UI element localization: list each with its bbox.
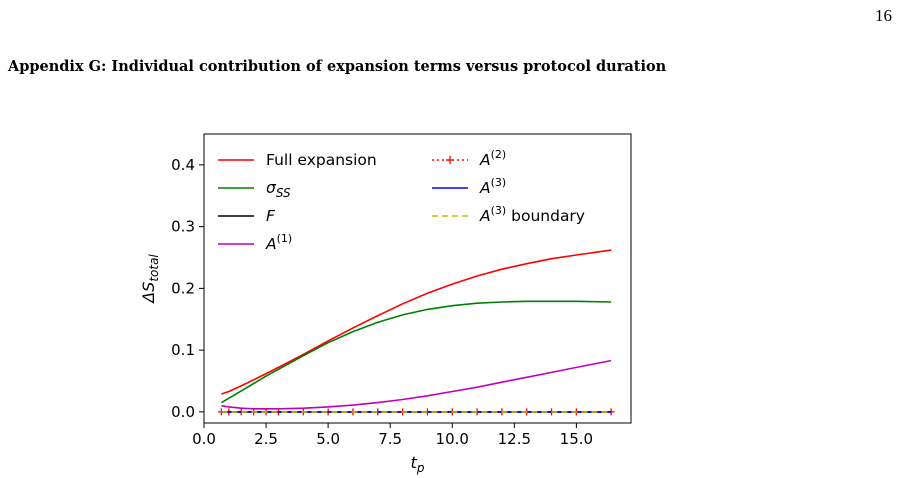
legend-marker [446,156,454,164]
legend-label: F [266,207,276,225]
legend: Full expansion σSS F A(1) A(2) A(3) A(3) bound… [218,148,585,253]
plot-frame [203,133,632,424]
legend-label: Full expansion [266,151,377,169]
x-tick-label: 12.5 [498,430,531,448]
y-tick-label: 0.0 [171,403,195,421]
y-tick-label: 0.1 [171,341,195,359]
y-tick-label: 0.4 [171,156,195,174]
x-tick-label: 0.0 [192,430,216,448]
y-tick-label: 0.3 [171,218,195,236]
y-tick-label: 0.2 [171,279,195,297]
tick-layer: 0.0 2.5 5.0 7.5 10.0 12.5 15.0 0.0 0.1 0.2 0.3 0.4 [171,156,593,448]
legend-label: A(3) [479,176,506,197]
page-number: 16 [875,6,892,25]
y-axis-label: ΔStotal [139,254,161,305]
x-tick-label: 15.0 [560,430,593,448]
series-line [221,249,612,395]
x-tick-label: 7.5 [378,430,402,448]
legend-label: A(3) boundary [479,204,585,225]
legend-label: A(1) [265,232,292,253]
x-axis-label: tp [411,453,425,475]
plot-layer [217,249,615,416]
x-tick-label: 5.0 [316,430,340,448]
x-tick-label: 10.0 [436,430,469,448]
series-line [220,300,612,404]
legend-label: A(2) [479,148,506,169]
x-tick-label: 2.5 [254,430,278,448]
legend-label: σSS [266,179,291,200]
section-heading: Appendix G: Individual contribution of e… [8,58,667,75]
